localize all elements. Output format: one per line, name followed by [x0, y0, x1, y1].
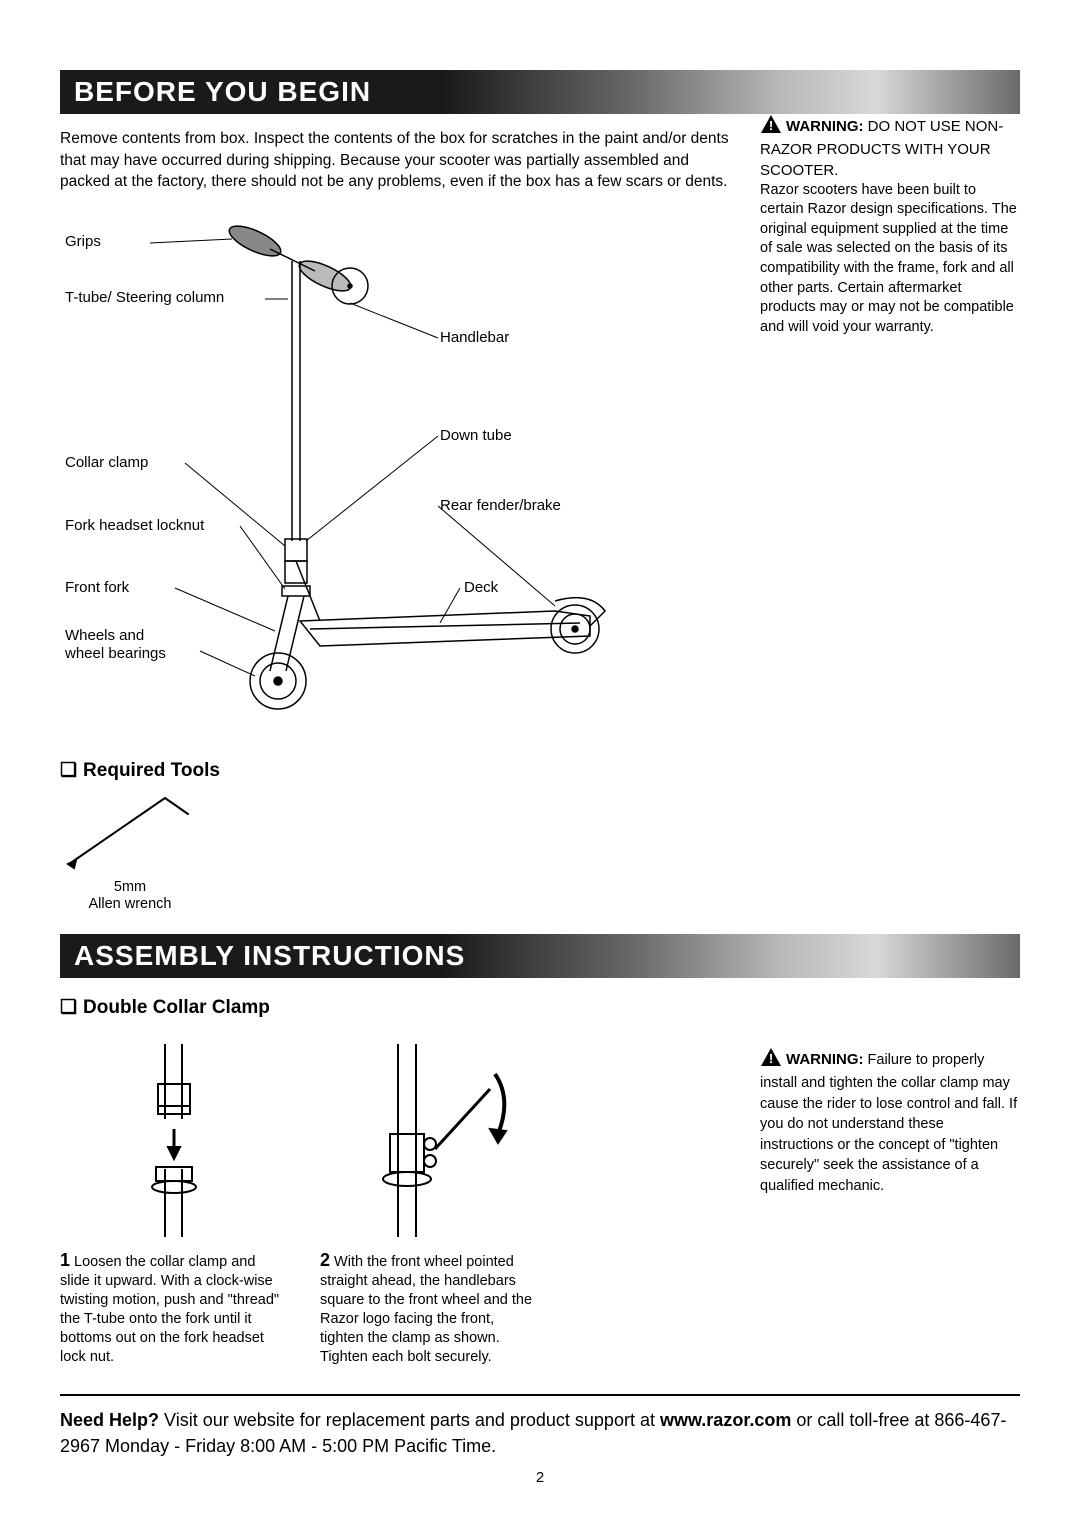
double-collar-heading: ❏Double Collar Clamp — [60, 996, 1020, 1019]
warning-box-2: ! WARNING: Failure to properly install a… — [760, 1047, 1020, 1197]
label-handlebar: Handlebar — [440, 329, 509, 346]
required-tools-heading: ❏Required Tools — [60, 759, 730, 782]
warning-box-1: ! WARNING: DO NOT USE NON-RAZOR PRODUCTS… — [760, 114, 1020, 337]
label-frontfork: Front fork — [65, 579, 129, 596]
tool-caption: 5mm Allen wrench — [60, 879, 200, 914]
checkbox-icon: ❏ — [60, 997, 77, 1018]
step-2: 2 With the front wheel pointed straight … — [320, 1039, 540, 1367]
footer-help-text: Need Help? Visit our website for replace… — [60, 1408, 1020, 1458]
label-downtube: Down tube — [440, 427, 512, 444]
step-1: 1 Loosen the collar clamp and slide it u… — [60, 1039, 280, 1367]
label-rearfender: Rear fender/brake — [440, 497, 561, 514]
footer-divider — [60, 1394, 1020, 1396]
section-header-assembly: ASSEMBLY INSTRUCTIONS — [60, 934, 1020, 978]
step1-figure — [60, 1039, 280, 1239]
step2-figure — [320, 1039, 540, 1239]
label-deck: Deck — [464, 579, 498, 596]
label-wheels2: wheel bearings — [65, 645, 166, 662]
label-wheels1: Wheels and — [65, 627, 144, 644]
warning-icon: ! — [760, 1047, 782, 1073]
warning-icon: ! — [760, 114, 782, 140]
svg-text:!: ! — [769, 118, 773, 133]
page-number: 2 — [60, 1469, 1020, 1486]
scooter-diagram: Grips T-tube/ Steering column Handlebar … — [60, 211, 680, 741]
section-header-before: BEFORE YOU BEGIN — [60, 70, 1020, 114]
label-collar: Collar clamp — [65, 454, 148, 471]
tool-illustration: 5mm Allen wrench — [60, 790, 730, 914]
svg-text:!: ! — [769, 1051, 773, 1066]
label-grips: Grips — [65, 233, 101, 250]
label-forkheadset: Fork headset locknut — [65, 517, 204, 534]
label-ttube: T-tube/ Steering column — [65, 289, 224, 306]
checkbox-icon: ❏ — [60, 760, 77, 781]
intro-paragraph: Remove contents from box. Inspect the co… — [60, 128, 730, 193]
